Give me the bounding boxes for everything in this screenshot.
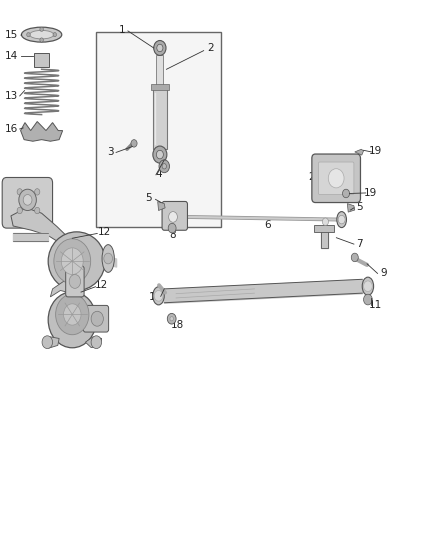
Circle shape <box>53 33 57 37</box>
Circle shape <box>159 160 170 173</box>
Circle shape <box>104 253 113 264</box>
Text: 8: 8 <box>169 230 176 239</box>
Ellipse shape <box>337 212 346 228</box>
Circle shape <box>154 41 166 55</box>
FancyBboxPatch shape <box>83 305 109 332</box>
Circle shape <box>54 239 91 284</box>
Circle shape <box>19 189 36 211</box>
Ellipse shape <box>48 232 105 290</box>
Polygon shape <box>50 281 83 300</box>
Circle shape <box>131 140 137 147</box>
Text: 17: 17 <box>149 292 162 302</box>
Text: 3: 3 <box>107 147 114 157</box>
Bar <box>156 55 163 85</box>
Text: 19: 19 <box>369 147 382 156</box>
Ellipse shape <box>21 27 62 42</box>
FancyBboxPatch shape <box>162 201 187 230</box>
Ellipse shape <box>153 287 164 305</box>
Circle shape <box>153 146 167 163</box>
Text: 18: 18 <box>170 320 184 330</box>
Circle shape <box>17 189 22 195</box>
Circle shape <box>167 313 176 324</box>
Text: 16: 16 <box>4 124 18 134</box>
Circle shape <box>162 164 166 169</box>
FancyBboxPatch shape <box>318 162 354 195</box>
Text: 7: 7 <box>356 239 363 248</box>
Circle shape <box>35 207 40 214</box>
Polygon shape <box>44 337 59 348</box>
Ellipse shape <box>48 292 96 348</box>
Circle shape <box>17 207 22 214</box>
Polygon shape <box>158 201 165 211</box>
Circle shape <box>35 189 40 195</box>
Circle shape <box>351 253 358 262</box>
Circle shape <box>338 215 345 224</box>
Circle shape <box>69 274 81 288</box>
Circle shape <box>91 311 103 326</box>
Text: 4: 4 <box>155 169 162 179</box>
Ellipse shape <box>102 245 114 272</box>
Text: 19: 19 <box>364 188 377 198</box>
Polygon shape <box>11 208 68 245</box>
Polygon shape <box>347 204 355 212</box>
Text: 13: 13 <box>4 91 18 101</box>
Circle shape <box>42 336 53 349</box>
Circle shape <box>56 294 89 335</box>
Text: 6: 6 <box>264 220 271 230</box>
Circle shape <box>40 38 43 42</box>
Polygon shape <box>355 149 364 155</box>
Text: 11: 11 <box>369 300 382 310</box>
Circle shape <box>154 290 163 301</box>
FancyBboxPatch shape <box>66 266 84 297</box>
Text: 2: 2 <box>207 43 214 53</box>
Bar <box>321 228 328 248</box>
Circle shape <box>157 44 163 52</box>
Circle shape <box>328 168 344 188</box>
Circle shape <box>156 150 163 159</box>
Circle shape <box>364 294 372 305</box>
Text: 12: 12 <box>98 227 111 237</box>
Circle shape <box>91 336 102 349</box>
Circle shape <box>61 248 83 274</box>
Text: 12: 12 <box>95 280 108 290</box>
Text: 9: 9 <box>380 268 387 278</box>
Bar <box>153 88 167 149</box>
Circle shape <box>169 212 177 222</box>
Circle shape <box>168 223 176 233</box>
Text: 5: 5 <box>356 202 363 212</box>
Circle shape <box>27 33 30 37</box>
Polygon shape <box>85 337 102 348</box>
FancyBboxPatch shape <box>2 177 53 228</box>
Text: 10: 10 <box>261 284 275 294</box>
Ellipse shape <box>29 30 53 39</box>
Text: 5: 5 <box>145 193 152 203</box>
Text: 14: 14 <box>4 51 18 61</box>
Bar <box>96 32 221 227</box>
Circle shape <box>322 218 328 225</box>
Circle shape <box>23 195 32 205</box>
Circle shape <box>170 317 173 321</box>
Bar <box>314 225 334 232</box>
Bar <box>151 84 169 90</box>
Polygon shape <box>21 122 63 141</box>
Text: 20: 20 <box>308 172 321 182</box>
Text: 15: 15 <box>4 30 18 39</box>
Bar <box>34 53 49 67</box>
Circle shape <box>343 189 350 198</box>
Ellipse shape <box>362 277 374 295</box>
FancyBboxPatch shape <box>312 154 360 203</box>
Circle shape <box>64 304 81 325</box>
Text: 1: 1 <box>118 26 125 35</box>
Circle shape <box>40 27 43 31</box>
Circle shape <box>364 281 372 292</box>
